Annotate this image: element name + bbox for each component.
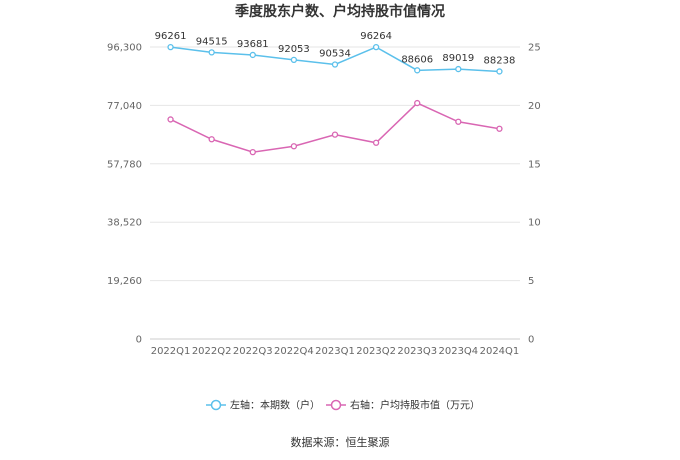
data-point[interactable] bbox=[167, 43, 174, 51]
x-axis-tick-label: 2023Q1 bbox=[315, 346, 355, 357]
legend-label: 右轴：户均持股市值（万元） bbox=[350, 399, 480, 412]
data-point[interactable] bbox=[414, 99, 421, 107]
data-label: 94515 bbox=[196, 36, 228, 47]
data-point[interactable] bbox=[455, 118, 462, 125]
data-label: 96261 bbox=[155, 31, 187, 42]
data-point[interactable] bbox=[290, 143, 298, 150]
right-axis-tick-label: 5 bbox=[528, 276, 534, 287]
legend-item-0[interactable]: 左轴：本期数（户） bbox=[206, 399, 320, 412]
legend-item-1[interactable]: 右轴：户均持股市值（万元） bbox=[326, 399, 480, 412]
right-axis-tick-label: 20 bbox=[528, 101, 541, 112]
x-axis-tick-label: 2022Q4 bbox=[274, 346, 314, 357]
data-point[interactable] bbox=[496, 125, 503, 132]
right-axis-tick-label: 15 bbox=[528, 159, 541, 170]
series-line-1 bbox=[170, 102, 500, 153]
data-point[interactable] bbox=[372, 139, 380, 146]
axes: 0 0 19,260 5 38,520 10 57,780 15 77,040 20 96,300 2… bbox=[107, 43, 541, 358]
x-axis-tick-label: 2023Q4 bbox=[438, 346, 478, 357]
legend-label: 左轴：本期数（户） bbox=[230, 399, 320, 412]
legend-swatch-marker bbox=[210, 399, 222, 411]
data-point[interactable] bbox=[455, 65, 462, 73]
right-axis-tick-label: 10 bbox=[528, 218, 541, 229]
data-source-note: 数据来源：恒生聚源 bbox=[291, 435, 390, 449]
x-axis-tick-label: 2023Q3 bbox=[397, 346, 437, 357]
data-point[interactable] bbox=[167, 116, 174, 123]
data-label: 92053 bbox=[278, 44, 310, 55]
left-axis-tick-label: 0 bbox=[136, 335, 142, 346]
data-point[interactable] bbox=[208, 136, 215, 143]
left-axis-tick-label: 57,780 bbox=[107, 159, 142, 170]
left-axis-tick-label: 38,520 bbox=[107, 218, 142, 229]
series-layer: 96261 94515 93681 92053 90534 96264 88606 89019… bbox=[155, 31, 516, 156]
data-point[interactable] bbox=[208, 49, 215, 56]
right-axis-tick-label: 0 bbox=[528, 335, 534, 346]
data-label: 90534 bbox=[319, 48, 351, 59]
data-label: 88238 bbox=[484, 55, 516, 66]
data-point[interactable] bbox=[331, 131, 339, 138]
left-axis-tick-label: 19,260 bbox=[107, 276, 142, 287]
data-label: 89019 bbox=[442, 53, 474, 64]
left-axis-tick-label: 77,040 bbox=[107, 101, 142, 112]
data-point[interactable] bbox=[372, 43, 380, 51]
x-axis-tick-label: 2022Q3 bbox=[233, 346, 273, 357]
x-axis-tick-label: 2022Q1 bbox=[151, 346, 191, 357]
data-label: 88606 bbox=[401, 54, 433, 65]
data-point[interactable] bbox=[331, 61, 339, 68]
legend: 左轴：本期数（户） 右轴：户均持股市值（万元） bbox=[206, 399, 480, 412]
data-point[interactable] bbox=[496, 68, 503, 75]
right-axis-tick-label: 25 bbox=[528, 43, 541, 54]
legend-swatch-marker bbox=[330, 399, 342, 411]
data-label: 96264 bbox=[360, 31, 392, 42]
data-point[interactable] bbox=[249, 51, 256, 59]
data-point[interactable] bbox=[414, 67, 421, 74]
x-axis-tick-label: 2024Q1 bbox=[480, 346, 520, 357]
data-label: 93681 bbox=[237, 39, 269, 50]
grid-lines bbox=[150, 46, 520, 340]
left-axis-tick-label: 96,300 bbox=[107, 43, 142, 54]
chart-title: 季度股东户数、户均持股市值情况 bbox=[234, 3, 445, 20]
x-axis-tick-label: 2022Q2 bbox=[192, 346, 232, 357]
data-point[interactable] bbox=[290, 56, 298, 64]
x-axis-tick-label: 2023Q2 bbox=[356, 346, 396, 357]
data-point[interactable] bbox=[249, 148, 256, 156]
